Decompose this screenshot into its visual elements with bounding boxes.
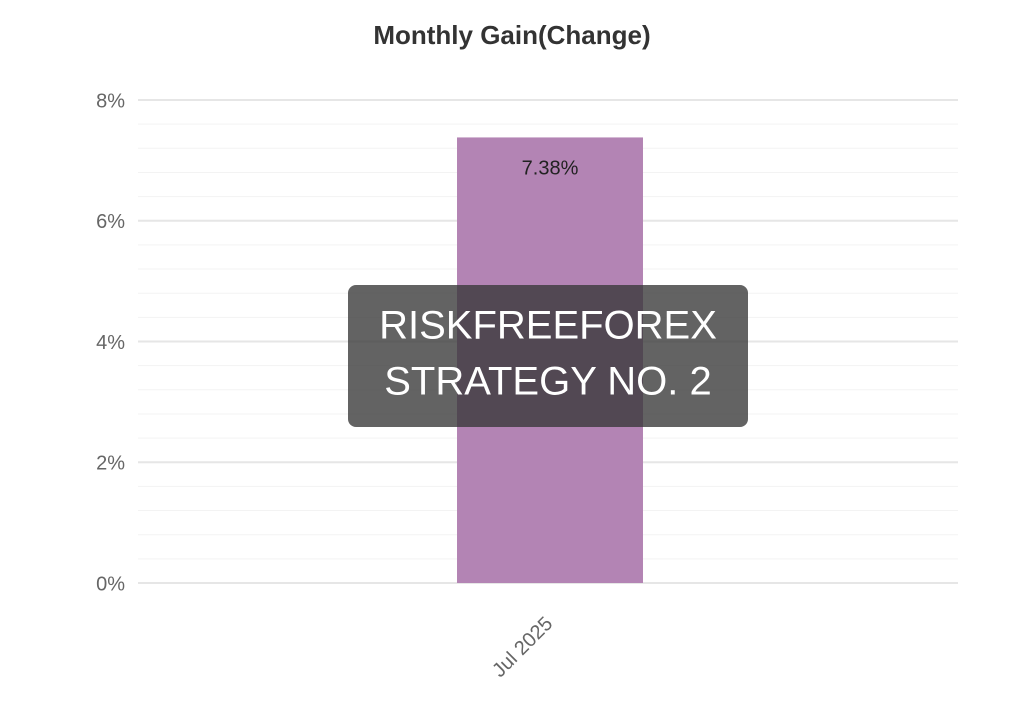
chart-title: Monthly Gain(Change) [373,20,650,50]
watermark-text: RISKFREEFOREX [379,304,717,348]
y-tick-label: 6% [96,211,125,233]
x-tick-label: Jul 2025 [488,613,557,682]
watermark-box [348,285,748,427]
watermark-text: STRATEGY NO. 2 [384,360,711,404]
y-tick-label: 4% [96,332,125,354]
y-tick-label: 0% [96,573,125,595]
y-tick-label: 8% [96,90,125,112]
value-label: 7.38% [522,158,579,180]
y-tick-label: 2% [96,453,125,475]
